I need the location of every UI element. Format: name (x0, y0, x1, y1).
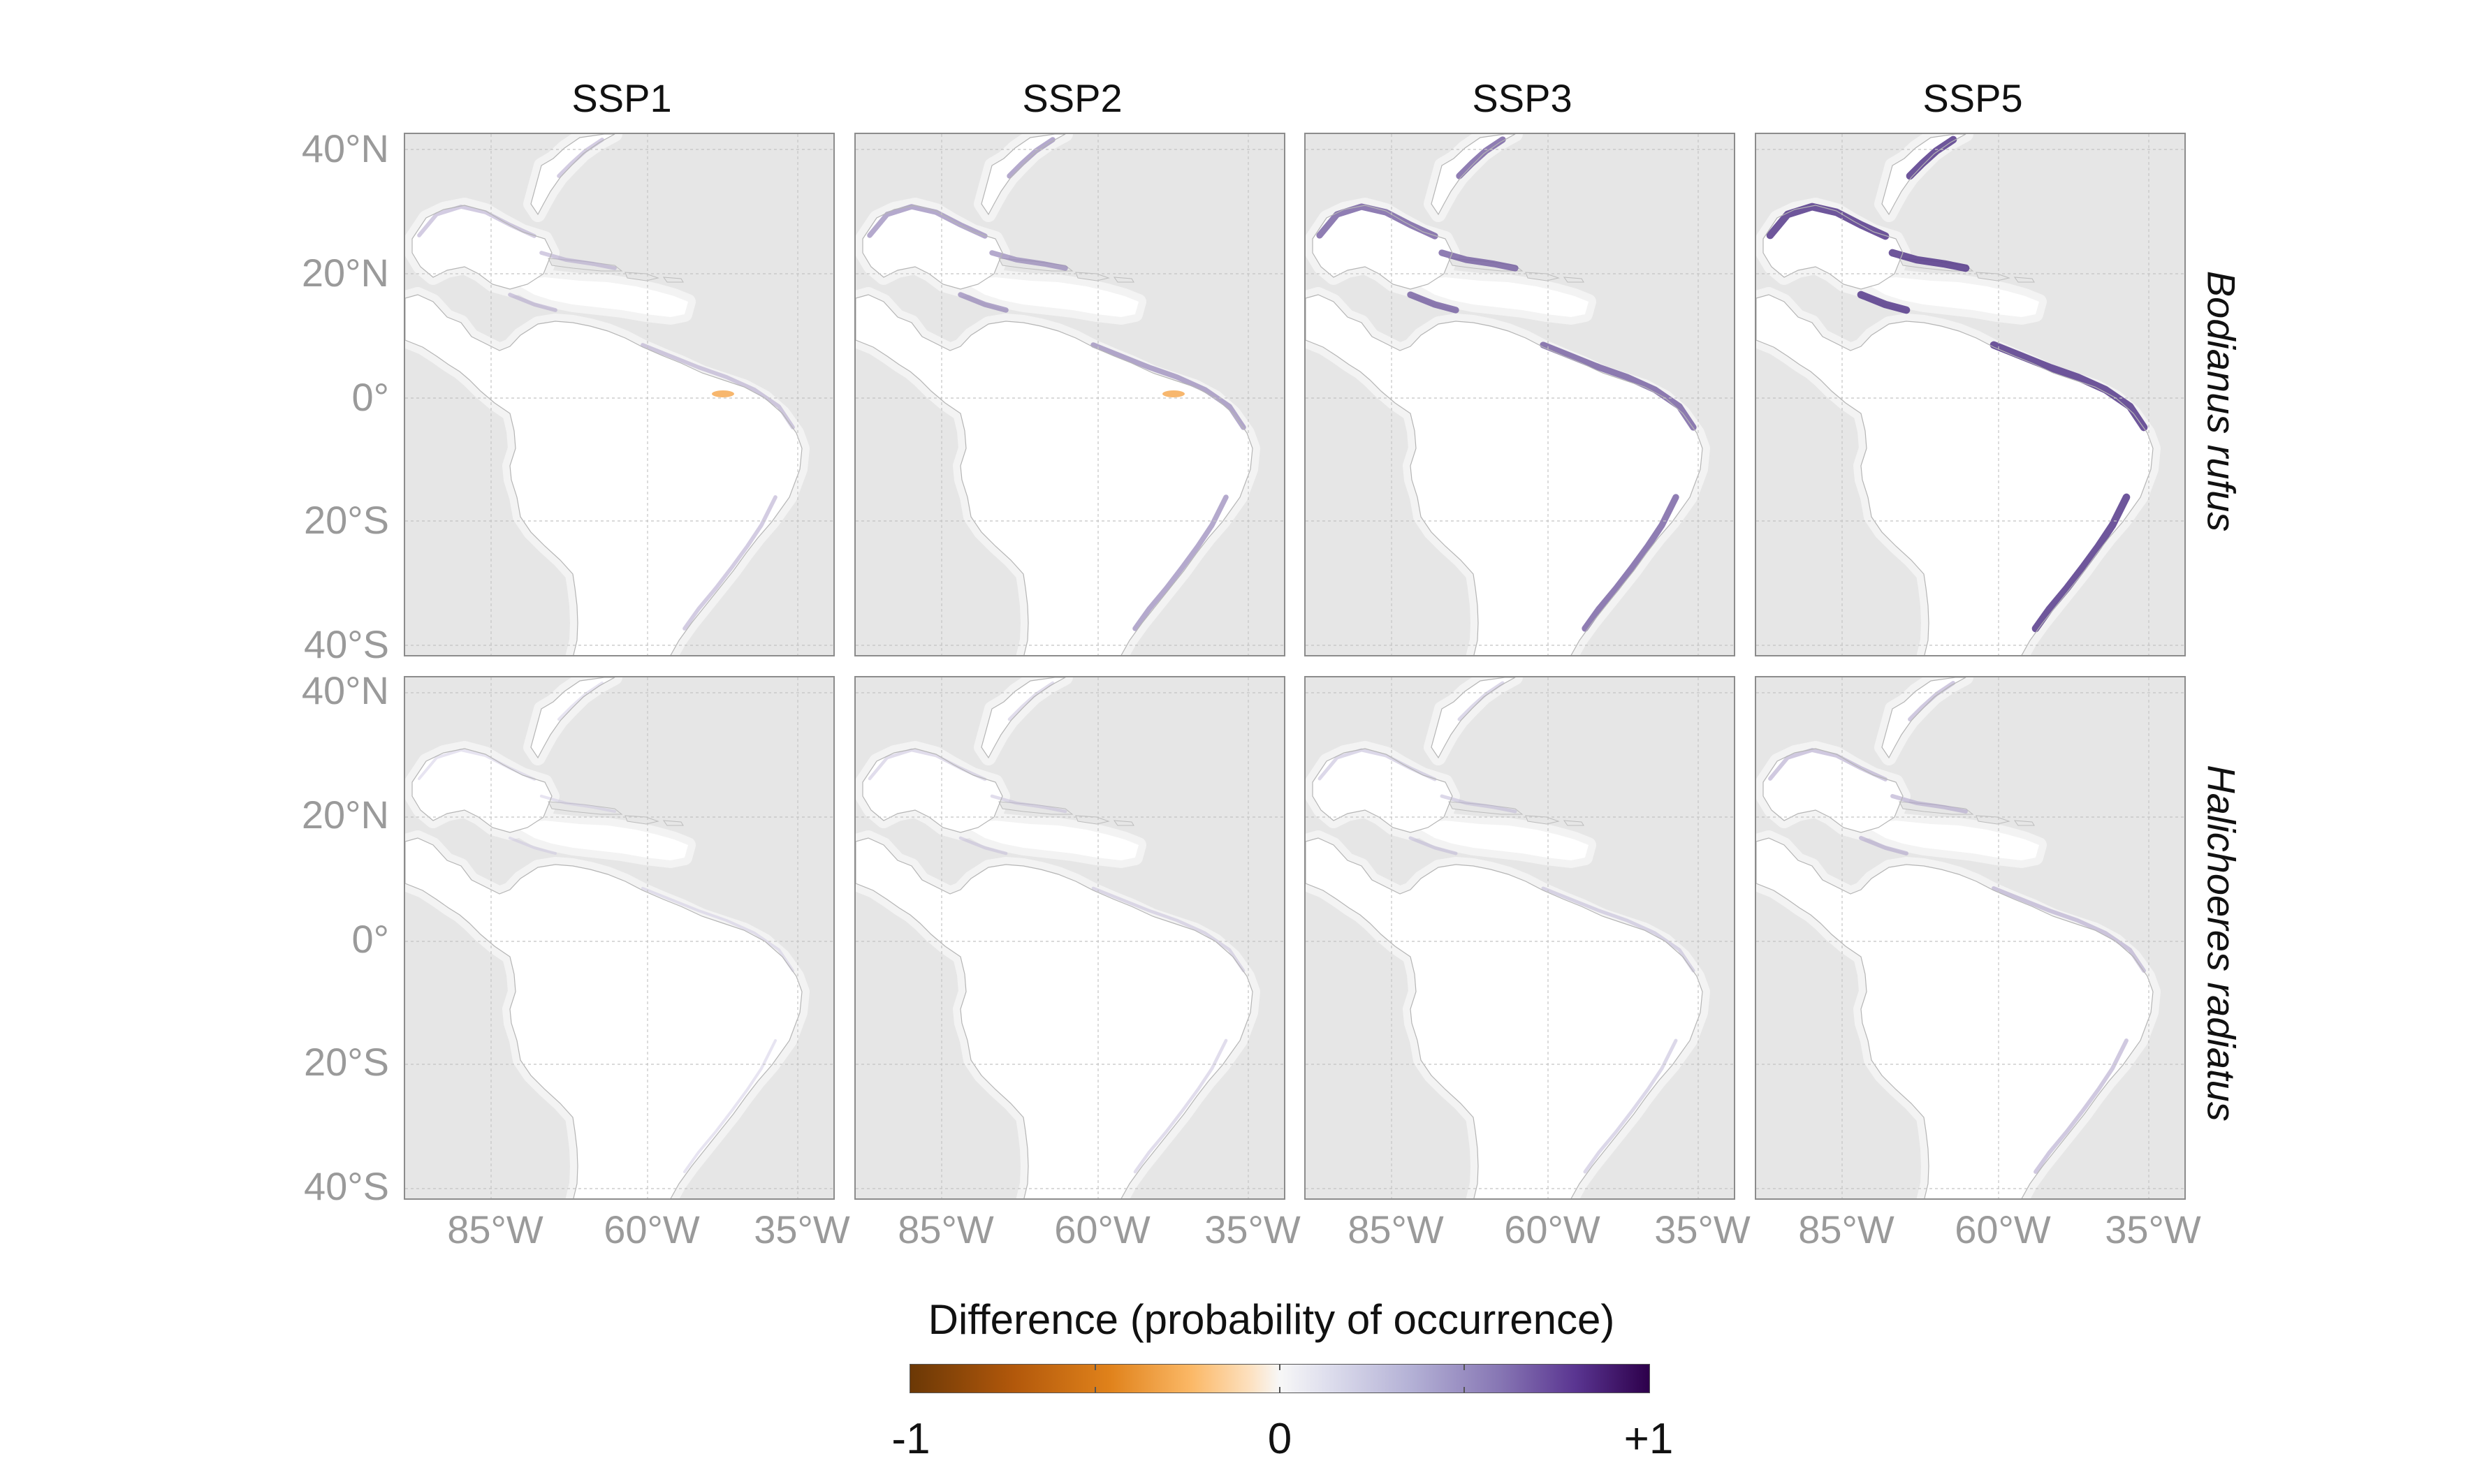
lat-tick-40s: 40°S (303, 622, 389, 666)
map-canvas (1306, 677, 1734, 1198)
map-canvas (1306, 134, 1734, 655)
lon-tick-85w: 85°W (898, 1207, 994, 1251)
lat-tick-0: 0° (351, 375, 389, 419)
map-canvas (856, 134, 1284, 655)
lat-tick-20n: 20°N (301, 793, 389, 837)
lon-tick-60w: 60°W (1955, 1207, 2051, 1251)
lon-tick-60w: 60°W (604, 1207, 700, 1251)
lon-tick-35w: 35°W (2105, 1207, 2201, 1251)
legend-title: Difference (probability of occurrence) (928, 1296, 1615, 1343)
lon-tick-85w: 85°W (1348, 1207, 1444, 1251)
map-canvas (1756, 677, 2184, 1198)
lon-tick-85w: 85°W (447, 1207, 543, 1251)
row-title-halichoeres-radiatus: Halichoeres radiatus (2199, 765, 2244, 1122)
map-panel-halichoeres-ssp3 (1304, 676, 1735, 1200)
map-panel-halichoeres-ssp5 (1755, 676, 2186, 1200)
column-title-ssp5: SSP5 (1922, 76, 2023, 120)
map-panel-bodianus-ssp1 (404, 133, 835, 656)
colorbar-max-label: +1 (1623, 1415, 1674, 1463)
lon-tick-35w: 35°W (1654, 1207, 1751, 1251)
map-canvas (405, 677, 833, 1198)
lat-tick-20n: 20°N (301, 251, 389, 295)
map-panel-halichoeres-ssp1 (404, 676, 835, 1200)
lon-tick-60w: 60°W (1054, 1207, 1151, 1251)
colorbar-min-label: -1 (891, 1415, 930, 1463)
lon-tick-60w: 60°W (1504, 1207, 1600, 1251)
map-panel-bodianus-ssp3 (1304, 133, 1735, 656)
colorbar (910, 1364, 1650, 1393)
colorbar-mid-label: 0 (1267, 1415, 1292, 1463)
row-title-bodianus-rufus: Bodianus rufus (2199, 270, 2244, 532)
lat-tick-20s: 20°S (303, 1040, 389, 1084)
lon-tick-35w: 35°W (754, 1207, 850, 1251)
map-canvas (1756, 134, 2184, 655)
column-title-ssp2: SSP2 (1022, 76, 1123, 120)
lat-tick-40s: 40°S (303, 1164, 389, 1208)
column-title-ssp1: SSP1 (571, 76, 672, 120)
lat-tick-20s: 20°S (303, 498, 389, 542)
lon-tick-35w: 35°W (1204, 1207, 1301, 1251)
lat-tick-0: 0° (351, 917, 389, 961)
lat-tick-40n: 40°N (301, 126, 389, 170)
column-title-ssp3: SSP3 (1472, 76, 1572, 120)
map-panel-bodianus-ssp2 (854, 133, 1285, 656)
map-canvas (856, 677, 1284, 1198)
map-canvas (405, 134, 833, 655)
map-panel-halichoeres-ssp2 (854, 676, 1285, 1200)
lon-tick-85w: 85°W (1798, 1207, 1894, 1251)
lat-tick-40n: 40°N (301, 668, 389, 712)
map-panel-bodianus-ssp5 (1755, 133, 2186, 656)
